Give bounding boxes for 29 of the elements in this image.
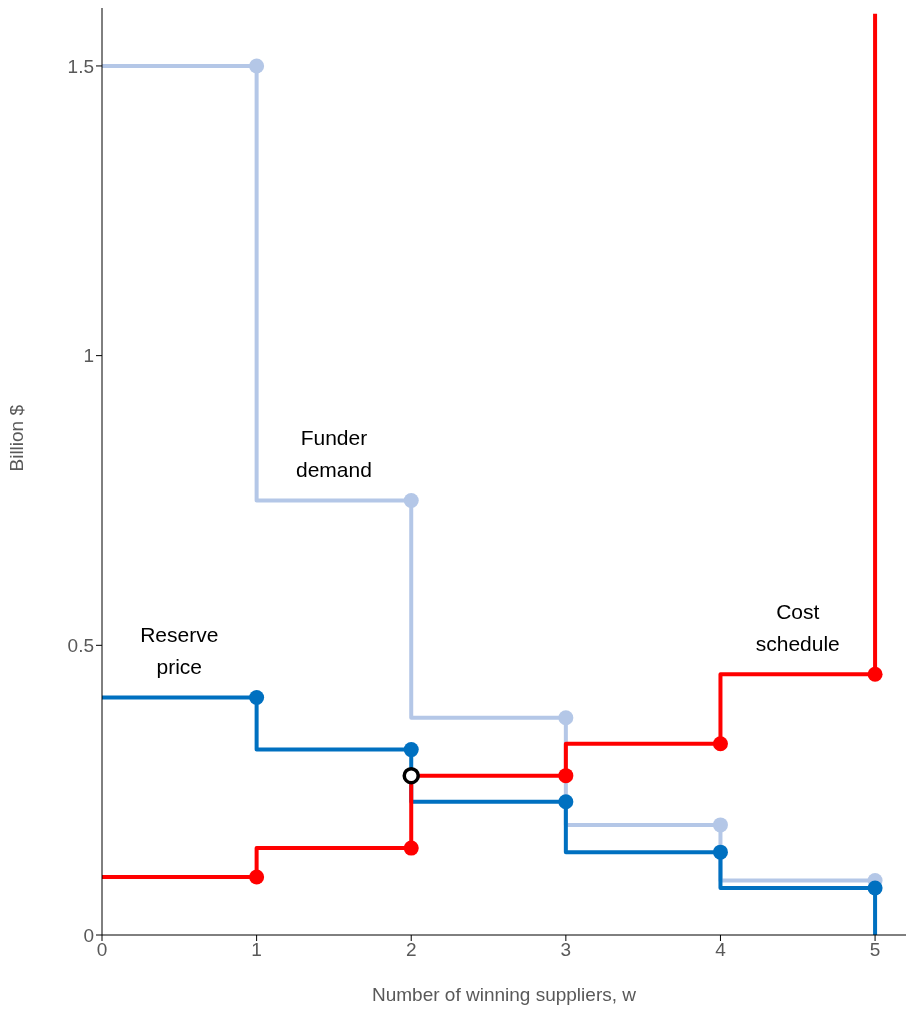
point — [558, 710, 574, 726]
series-label: Reserve price — [140, 623, 219, 679]
point — [249, 58, 265, 74]
point — [712, 736, 728, 752]
x-tick-label: 5 — [869, 939, 881, 961]
point — [712, 844, 728, 860]
point — [712, 817, 728, 833]
x-tick-label: 4 — [715, 939, 727, 961]
series-label: Cost schedule — [755, 600, 840, 656]
x-axis-title: Number of winning suppliers, w — [371, 984, 637, 1005]
y-axis-title: Billion $ — [5, 404, 27, 472]
series-label: Funder demand — [295, 426, 372, 482]
point — [249, 869, 265, 885]
point — [402, 766, 420, 785]
y-tick-label: 0 — [83, 924, 94, 946]
point — [403, 492, 419, 508]
point — [558, 794, 574, 810]
x-tick-label: 1 — [251, 939, 262, 961]
x-tick-label: 3 — [560, 939, 572, 961]
point — [558, 768, 574, 784]
y-tick-label: 0.5 — [67, 635, 94, 657]
point — [867, 666, 883, 682]
point — [249, 689, 265, 705]
point — [403, 742, 419, 758]
y-tick-label: 1.5 — [67, 55, 94, 77]
x-tick-label: 2 — [405, 939, 417, 961]
point — [867, 880, 883, 896]
point — [403, 840, 419, 856]
y-tick-label: 1 — [83, 345, 94, 367]
